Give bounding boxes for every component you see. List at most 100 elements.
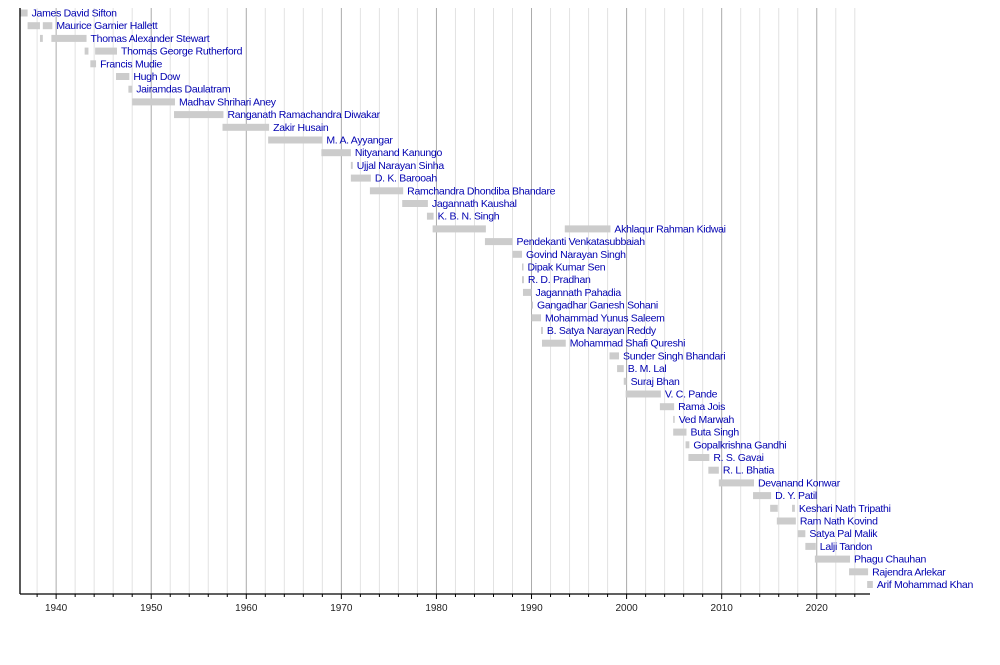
term-bar (222, 123, 270, 131)
governor-label[interactable]: Mohammad Yunus Saleem (545, 312, 665, 324)
governor-label[interactable]: R. S. Gavai (713, 452, 764, 464)
term-bar (512, 250, 523, 258)
governor-label[interactable]: Gangadhar Ganesh Sohani (537, 300, 658, 312)
term-bar (522, 263, 524, 271)
governor-label[interactable]: Ujjal Narayan Sinha (357, 160, 445, 172)
governor-label[interactable]: Rama Jois (678, 401, 725, 413)
term-bar (718, 479, 755, 487)
term-bar (321, 149, 351, 157)
governor-label[interactable]: D. K. Barooah (375, 173, 438, 185)
tick-label: 2020 (806, 603, 829, 614)
governor-label[interactable]: Sunder Singh Bhandari (623, 350, 726, 362)
term-bar (564, 225, 611, 233)
term-bar (792, 504, 795, 512)
term-bar (814, 555, 851, 563)
term-bar (849, 568, 869, 576)
governor-label[interactable]: Govind Narayan Singh (526, 249, 626, 261)
governor-label[interactable]: James David Sifton (32, 8, 118, 20)
governor-label[interactable]: V. C. Pande (665, 389, 718, 401)
term-bar (617, 365, 624, 373)
tick-label: 1950 (140, 603, 163, 614)
term-bar (350, 174, 371, 182)
term-bar (609, 352, 619, 360)
term-bar (797, 530, 806, 538)
governor-label[interactable]: B. Satya Narayan Reddy (547, 325, 657, 337)
term-bar (84, 47, 89, 55)
term-bar (625, 390, 661, 398)
grid (36, 8, 856, 594)
term-bar (39, 34, 43, 42)
governor-label[interactable]: Pendekanti Venkatasubbaiah (517, 236, 646, 248)
governor-label[interactable]: Francis Mudie (100, 58, 163, 70)
term-bar (432, 225, 486, 233)
governor-label[interactable]: Hugh Dow (133, 71, 181, 83)
term-bar (541, 327, 543, 334)
governor-label[interactable]: Nityanand Kanungo (355, 147, 443, 159)
governor-label[interactable]: R. L. Bhatia (723, 465, 775, 477)
governor-label[interactable]: Mohammad Shafi Qureshi (570, 338, 686, 350)
governor-label[interactable]: Satya Pal Malik (809, 528, 878, 540)
governor-label[interactable]: M. A. Ayyangar (326, 135, 393, 147)
term-bar (426, 212, 434, 220)
governor-label[interactable]: Madhav Shrihari Aney (179, 96, 277, 108)
governor-label[interactable]: Dipak Kumar Sen (528, 262, 607, 274)
term-bar (770, 504, 778, 512)
term-bar (90, 60, 97, 68)
term-bar (531, 314, 542, 322)
term-bar (753, 492, 772, 500)
governor-label[interactable]: Maurice Garnier Hallett (56, 20, 158, 32)
governor-label[interactable]: Rajendra Arlekar (872, 566, 947, 578)
term-bar (369, 187, 404, 195)
governor-label[interactable]: Arif Mohammad Khan (877, 579, 974, 591)
governor-label[interactable]: Thomas Alexander Stewart (91, 33, 211, 45)
governor-label[interactable]: Suraj Bhan (631, 376, 681, 388)
governor-label[interactable]: Lalji Tandon (820, 541, 873, 553)
tick-label: 1980 (425, 603, 448, 614)
governor-label[interactable]: Ranganath Ramachandra Diwakar (227, 109, 380, 121)
term-bar (673, 415, 675, 423)
term-bar (20, 9, 28, 17)
tick-label: 2010 (711, 603, 734, 614)
governor-label[interactable]: B. M. Lal (628, 363, 667, 375)
term-bar (116, 73, 130, 80)
term-bar (805, 542, 816, 550)
tick-label: 1940 (45, 603, 68, 614)
governor-label[interactable]: Thomas George Rutherford (121, 46, 243, 58)
governor-label[interactable]: Buta Singh (690, 427, 739, 439)
governor-label[interactable]: Ram Nath Kovind (800, 516, 879, 528)
governor-label[interactable]: R. D. Pradhan (528, 274, 591, 286)
term-bar (522, 288, 532, 296)
term-bar (27, 22, 40, 30)
term-bar (688, 454, 710, 461)
term-bar (268, 136, 323, 144)
governor-label[interactable]: Ramchandra Dhondiba Bhandare (407, 185, 556, 197)
term-bar (673, 428, 687, 436)
term-bar (541, 339, 566, 347)
term-bar (708, 466, 719, 474)
governor-label[interactable]: Phagu Chauhan (854, 554, 927, 566)
governor-label[interactable]: Jagannath Pahadia (536, 287, 622, 299)
governor-label[interactable]: Keshari Nath Tripathi (799, 503, 891, 515)
term-bar (623, 377, 627, 385)
term-bar (95, 47, 117, 55)
term-bar (128, 85, 133, 93)
governor-label[interactable]: Akhlaqur Rahman Kidwai (614, 223, 726, 235)
term-bar (132, 98, 175, 106)
term-bar (42, 22, 53, 30)
governor-label[interactable]: Zakir Husain (273, 122, 329, 134)
term-bar (685, 441, 690, 449)
governor-label[interactable]: Devanand Konwar (758, 477, 841, 489)
tick-label: 1960 (235, 603, 258, 614)
x-axis: 1940 1950 1960 1970 1980 1990 2000 2010 2020 (19, 8, 870, 614)
governor-label[interactable]: Gopalkrishna Gandhi (693, 439, 786, 451)
term-bar (531, 301, 534, 309)
governor-label[interactable]: K. B. N. Singh (438, 211, 501, 223)
governor-label[interactable]: Ved Marwah (679, 414, 735, 426)
governor-label[interactable]: D. Y. Patil (775, 490, 817, 502)
term-bar (51, 34, 87, 42)
term-bar (867, 581, 873, 588)
governor-label[interactable]: Jagannath Kaushal (432, 198, 517, 210)
governor-label[interactable]: Jairamdas Daulatram (136, 84, 231, 96)
